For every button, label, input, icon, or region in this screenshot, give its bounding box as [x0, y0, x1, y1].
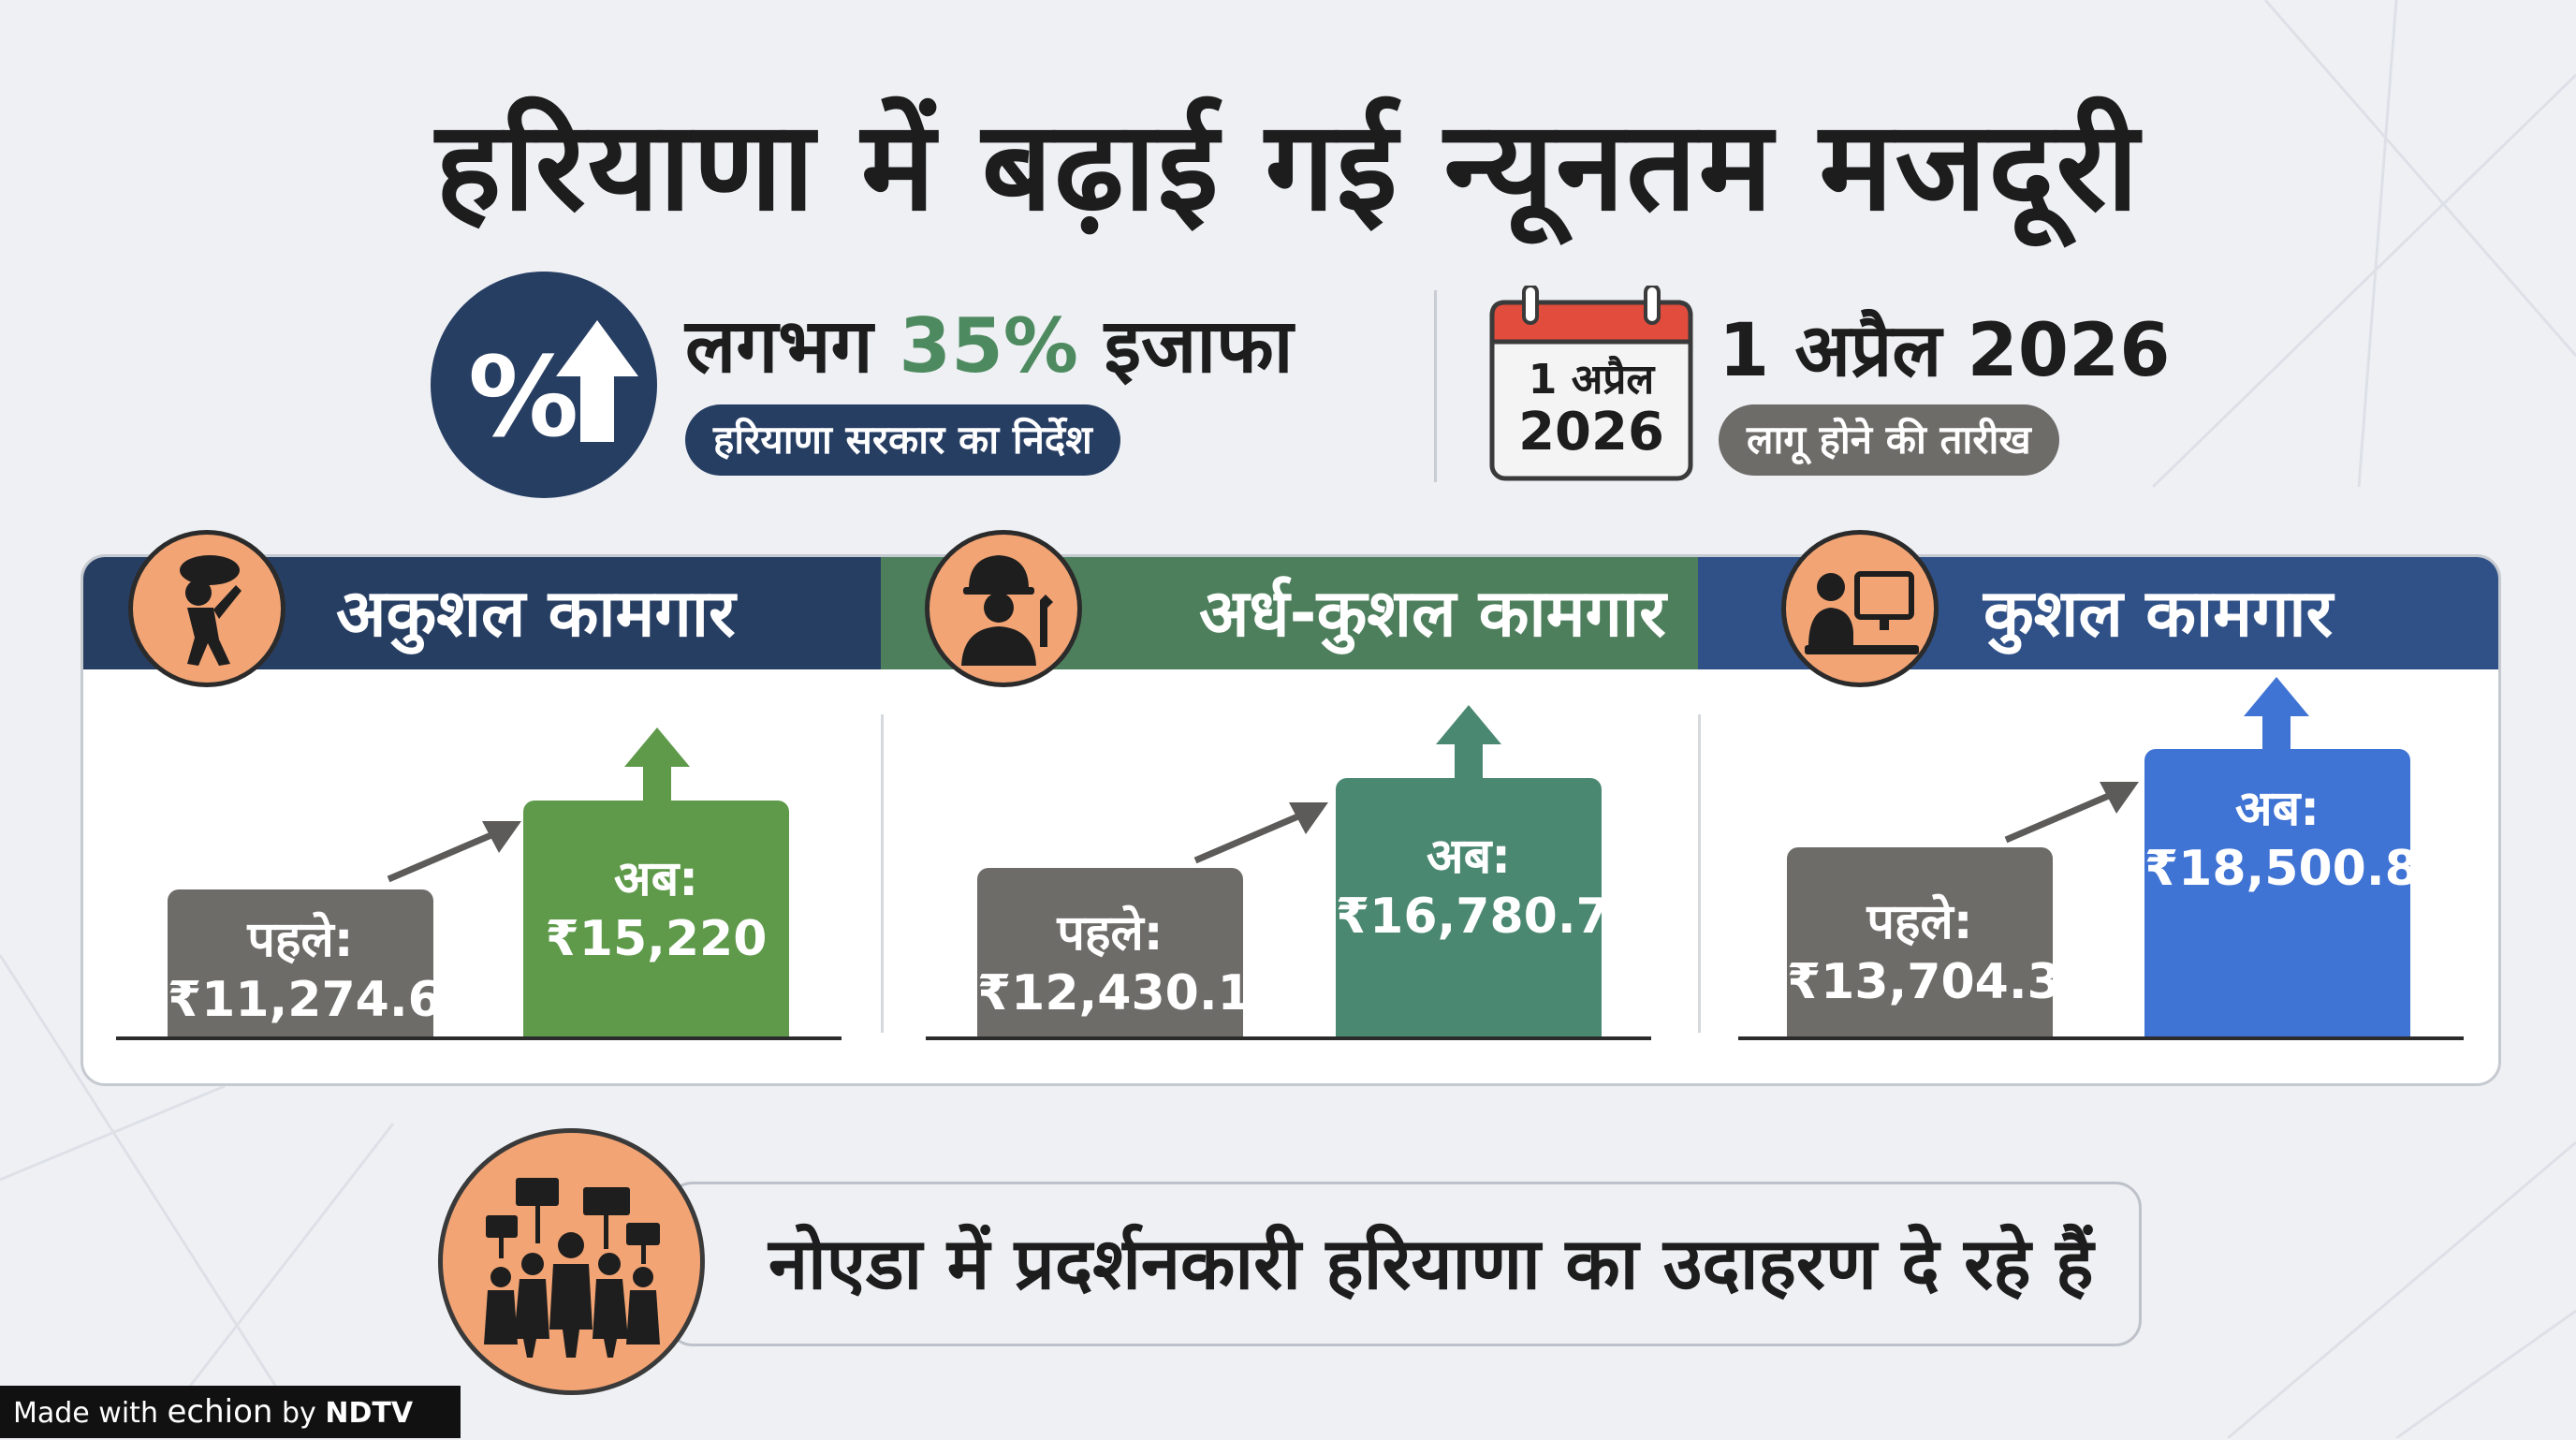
- baseline: [116, 1036, 842, 1040]
- before-value: ₹11,274.60: [168, 972, 476, 1028]
- trend-arrow-icon: [387, 821, 521, 883]
- wage-after-bar: अब: ₹15,220: [523, 801, 789, 1036]
- category-label-semiskilled: अर्ध-कुशल कामगार: [1199, 575, 1666, 652]
- after-label: अब:: [2234, 781, 2320, 837]
- wage-comparison-panel: अकुशल कामगार अर्ध-कुशल कामगार कुशल कामगा…: [80, 554, 2501, 1086]
- increase-suffix: इजाफा: [1104, 302, 1294, 389]
- ndtv-logo: NDTV: [325, 1397, 414, 1430]
- section-divider: [881, 714, 884, 1033]
- increase-prefix: लगभग: [685, 302, 873, 389]
- increase-headline: लगभग 35% इजाफा: [685, 292, 1294, 394]
- category-label-unskilled: अकुशल कामगार: [336, 575, 736, 652]
- increase-arrow-icon: [624, 727, 690, 802]
- footer-by: by: [282, 1397, 316, 1430]
- wage-after-bar: अब: ₹16,780.74: [1336, 778, 1644, 1036]
- after-label: अब:: [1426, 829, 1512, 885]
- increase-percent: 35%: [899, 302, 1078, 389]
- svg-text:%: %: [468, 332, 578, 462]
- increase-arrow-icon: [1436, 705, 1501, 780]
- before-label: पहले:: [247, 912, 354, 968]
- made-with-badge: Made with echion by NDTV: [0, 1386, 461, 1438]
- after-value: ₹18,500.81: [2144, 841, 2452, 897]
- trend-arrow-icon: [1193, 802, 1328, 864]
- after-label: अब:: [613, 851, 699, 907]
- effective-date-badge: लागू होने की तारीख: [1719, 404, 2059, 476]
- calendar-day-month: 1 अप्रैल: [1528, 356, 1655, 404]
- info-divider: [1434, 290, 1437, 482]
- percent-up-icon: %: [431, 272, 657, 498]
- wage-before-bar: पहले: ₹11,274.60: [168, 889, 476, 1036]
- calendar-year: 2026: [1518, 402, 1664, 463]
- labourer-carrying-load-icon: [128, 530, 285, 687]
- protesters-icon: [438, 1128, 705, 1395]
- before-value: ₹12,430.18: [977, 965, 1285, 1021]
- trend-arrow-icon: [2004, 782, 2139, 844]
- footer-product: echion: [167, 1393, 273, 1431]
- effective-date: 1 अप्रैल 2026: [1719, 309, 2171, 393]
- before-label: पहले:: [1057, 905, 1164, 962]
- increase-arrow-icon: [2244, 677, 2309, 752]
- calendar-icon: 1 अप्रैल 2026: [1488, 286, 1694, 482]
- section-divider: [1698, 714, 1701, 1033]
- footer-prefix: Made with: [13, 1397, 158, 1430]
- wage-after-bar: अब: ₹18,500.81: [2144, 749, 2452, 1036]
- before-value: ₹13,704.31: [1787, 954, 2095, 1010]
- page-title: हरियाणा में बढ़ाई गई न्यूनतम मजदूरी: [435, 95, 2141, 239]
- worker-at-computer-icon: [1781, 530, 1939, 687]
- before-label: पहले:: [1866, 894, 1973, 950]
- baseline: [1738, 1036, 2464, 1040]
- wage-before-bar: पहले: ₹12,430.18: [977, 868, 1285, 1036]
- after-value: ₹15,220: [545, 911, 768, 967]
- government-directive-badge: हरियाणा सरकार का निर्देश: [685, 404, 1120, 476]
- worker-with-tools-icon: [925, 530, 1082, 687]
- protest-note: नोएडा में प्रदर्शनकारी हरियाणा का उदाहरण…: [628, 1182, 2142, 1346]
- protest-text: नोएडा में प्रदर्शनकारी हरियाणा का उदाहरण…: [768, 1222, 2094, 1305]
- wage-before-bar: पहले: ₹13,704.31: [1787, 847, 2095, 1036]
- baseline: [926, 1036, 1651, 1040]
- category-label-skilled: कुशल कामगार: [1983, 575, 2334, 652]
- after-value: ₹16,780.74: [1336, 889, 1644, 945]
